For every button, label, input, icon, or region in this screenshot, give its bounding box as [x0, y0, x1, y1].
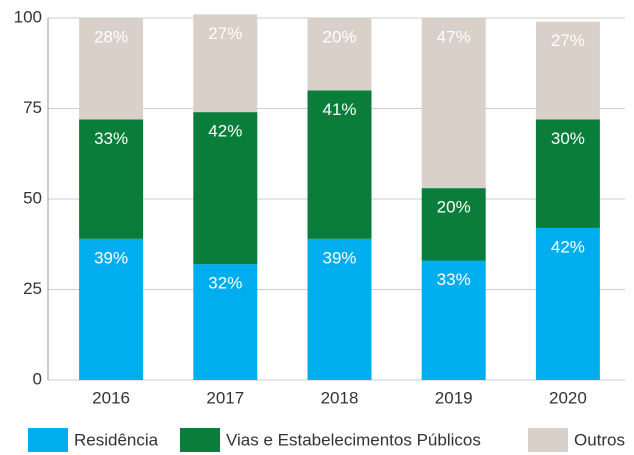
value-label: 42%	[208, 122, 242, 141]
value-label: 33%	[437, 270, 471, 289]
y-tick-label: 25	[23, 279, 42, 298]
bar-segment	[307, 90, 372, 239]
bar-segment	[79, 119, 144, 239]
x-tick-label: 2018	[321, 388, 359, 407]
y-tick-label: 100	[14, 7, 42, 26]
value-label: 41%	[322, 100, 356, 119]
value-label: 32%	[208, 274, 242, 293]
bar-segment	[193, 264, 258, 380]
bar-segment	[421, 260, 486, 380]
legend-swatch	[28, 428, 68, 452]
bar-segment	[535, 227, 600, 380]
bar-segment	[535, 21, 600, 120]
y-tick-label: 75	[23, 98, 42, 117]
legend-swatch	[528, 428, 568, 452]
x-tick-label: 2017	[206, 388, 244, 407]
value-label: 42%	[551, 237, 585, 256]
bar-segment	[535, 119, 600, 228]
x-tick-label: 2020	[549, 388, 587, 407]
legend-label: Vias e Estabelecimentos Públicos	[226, 430, 481, 449]
x-tick-label: 2019	[435, 388, 473, 407]
y-tick-label: 0	[33, 369, 42, 388]
value-label: 39%	[94, 248, 128, 267]
bar-segment	[193, 112, 258, 265]
value-label: 30%	[551, 129, 585, 148]
y-tick-label: 50	[23, 188, 42, 207]
bar-segment	[79, 18, 144, 120]
value-label: 39%	[322, 248, 356, 267]
bar-segment	[307, 238, 372, 380]
bar-segment	[193, 14, 258, 113]
bar-segment	[79, 238, 144, 380]
value-label: 28%	[94, 27, 128, 46]
value-label: 27%	[208, 24, 242, 43]
bar-segment	[421, 18, 486, 189]
legend-swatch	[180, 428, 220, 452]
value-label: 33%	[94, 129, 128, 148]
bar-segment	[307, 18, 372, 91]
legend-label: Residência	[74, 430, 159, 449]
value-label: 20%	[322, 27, 356, 46]
bar-segment	[421, 188, 486, 261]
legend-label: Outros	[574, 430, 625, 449]
x-tick-label: 2016	[92, 388, 130, 407]
value-label: 47%	[437, 27, 471, 46]
value-label: 20%	[437, 198, 471, 217]
value-label: 27%	[551, 31, 585, 50]
